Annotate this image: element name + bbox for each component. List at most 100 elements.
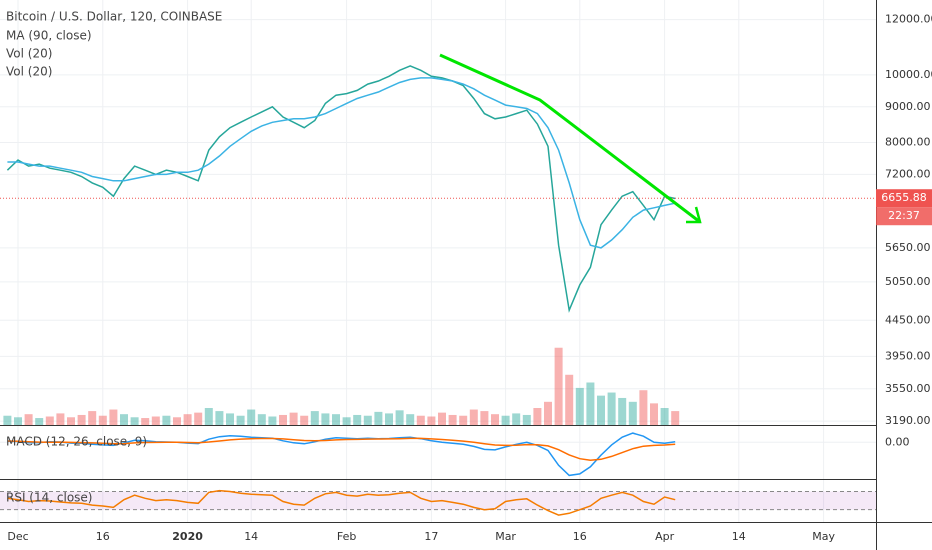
volume-bar [321,413,330,425]
x-tick-label: May [812,530,835,543]
volume-bar [247,409,256,425]
volume-bar [268,416,277,425]
y-tick-label: 4450.00 [885,313,931,326]
volume-bar [226,413,234,425]
volume-bar [141,418,150,425]
x-tick-label: 16 [573,530,587,543]
y-tick-label: 3550.00 [885,382,931,395]
volume-bar [289,412,298,425]
volume-bar [374,411,383,425]
volume-bar [300,415,309,425]
chart-title: Bitcoin / U.S. Dollar, 120, COINBASE [6,10,222,24]
series-line [6,65,676,313]
y-tick-label: 8000.00 [885,135,931,148]
volume-bar [151,416,160,425]
volume-bar [469,409,478,425]
series-line [7,77,676,249]
volume-bar [310,411,319,425]
volume-bar [480,411,489,425]
volume-bar [533,408,542,425]
volume-bar [120,414,128,425]
price-tag-text: 6655.88 [881,191,927,204]
volume-bar [406,414,415,425]
volume-bar [522,414,531,425]
legend-item: Vol (20) [6,47,52,61]
volume-bar [575,387,584,425]
pane-title: RSI (14, close) [6,491,92,505]
x-tick-label: 2020 [172,530,203,543]
volume-bar [183,414,192,425]
volume-bar [565,374,574,425]
volume-bar [109,409,118,425]
volume-bar [353,414,362,425]
x-tick-label: 16 [96,530,110,543]
volume-bar [257,414,266,425]
volume-bar [215,411,224,425]
y-tick-label: 0.00 [885,435,910,448]
price-tag [876,189,932,208]
volume-bar [597,395,605,425]
x-tick-label: 17 [424,530,438,543]
volume-bar [3,415,12,425]
volume-bar [14,417,22,425]
y-tick-label: 5650.00 [885,241,931,254]
legend-item: MA (90, close) [6,29,92,43]
volume-bar [660,408,669,425]
y-tick-label: 5050.00 [885,275,931,288]
volume-bar [586,382,595,425]
volume-bar [554,347,563,425]
volume-bar [459,415,468,425]
y-tick-label: 12000.00 [885,13,932,26]
countdown-text: 22:37 [888,209,920,222]
volume-bar [395,410,404,425]
volume-bar [501,415,510,425]
volume-bar [332,414,340,425]
x-tick-label: 14 [732,530,746,543]
y-tick-label: 9000.00 [885,100,931,113]
x-tick-label: Apr [655,530,675,543]
trend-arrow [439,53,701,224]
volume-bar [363,415,372,425]
volume-bar [56,413,65,425]
x-tick-label: Mar [495,530,516,543]
volume-bar [650,403,658,425]
y-tick-label: 7200.00 [885,167,931,180]
volume-bar [35,418,44,425]
series-line [7,489,676,516]
volume-bar [639,390,648,425]
volume-bar [438,412,446,425]
volume-bar [98,415,107,425]
volume-bar [628,401,637,425]
arrow-head [686,206,702,224]
x-tick-label: 14 [244,530,258,543]
volume-bar [448,414,457,425]
volume-bar [491,414,499,425]
volume-bar [416,415,425,425]
volume-bar [342,417,351,425]
volume-bar [45,416,54,425]
y-tick-label: 3190.00 [885,414,931,427]
volume-bar [618,397,627,425]
volume-bar [427,416,436,425]
volume-bar [173,417,181,425]
volume-bar [67,417,75,425]
volume-bar [385,413,393,425]
y-tick-label: 3950.00 [885,349,931,362]
pane-title: MACD (12, 26, close, 9) [6,435,147,449]
volume-bar [130,417,139,425]
volume-bar [204,408,213,425]
volume-bar [607,392,616,425]
series-line [7,437,676,462]
volume-bar [162,415,171,425]
volume-bar [77,414,86,425]
volume-bar [88,411,97,425]
plot-layer [0,0,876,522]
countdown-tag [876,207,932,226]
overlay: Dec 16 2020 14 Feb 17 Mar 16 Apr 14 May 12000.00 100… [7,13,932,543]
volume-bar [236,415,245,425]
x-tick-label: Dec [7,530,28,543]
volume-bar [671,411,680,425]
y-tick-label: 10000.00 [885,68,932,81]
